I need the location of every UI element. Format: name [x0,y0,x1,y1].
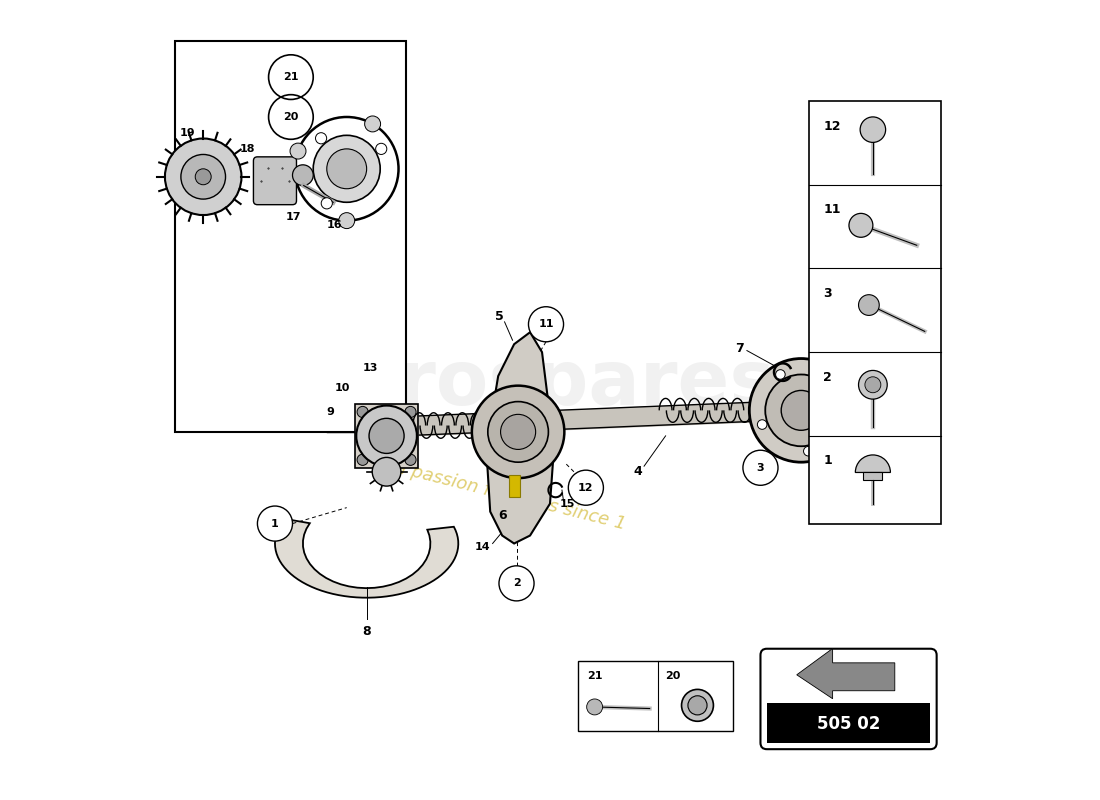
Text: 21: 21 [587,671,603,681]
Text: 20: 20 [283,112,298,122]
Polygon shape [796,649,894,698]
Circle shape [776,370,785,379]
Circle shape [293,165,314,186]
Circle shape [749,358,852,462]
Circle shape [405,406,416,418]
Text: 16: 16 [327,220,342,230]
Text: 7: 7 [736,342,744,354]
Circle shape [803,446,813,456]
Bar [508,475,519,498]
Text: 10: 10 [336,383,351,393]
Circle shape [487,402,549,462]
Text: 11: 11 [538,319,553,330]
Circle shape [339,213,354,229]
Circle shape [358,454,368,466]
Text: 2: 2 [824,370,833,384]
Text: 15: 15 [560,498,575,509]
Text: 12: 12 [579,482,594,493]
Polygon shape [275,519,459,598]
Text: 12: 12 [824,120,840,133]
Text: 17: 17 [286,212,301,222]
Text: 19: 19 [179,128,195,138]
Circle shape [368,418,404,454]
Text: 14: 14 [474,542,490,553]
Circle shape [499,566,535,601]
Circle shape [472,386,564,478]
Circle shape [405,454,416,466]
Circle shape [356,406,417,466]
Circle shape [742,450,778,486]
Text: 2: 2 [513,578,520,588]
Circle shape [849,214,873,238]
Circle shape [688,696,707,715]
Circle shape [858,294,879,315]
Circle shape [290,143,306,159]
Circle shape [180,154,226,199]
Text: 8: 8 [362,625,371,638]
Circle shape [828,379,838,389]
Circle shape [372,458,400,486]
Circle shape [500,414,536,450]
Bar [864,473,882,481]
Text: 1: 1 [271,518,278,529]
Circle shape [314,135,381,202]
Circle shape [758,420,767,430]
Circle shape [257,506,293,541]
Polygon shape [486,332,554,543]
Text: 6: 6 [498,509,506,522]
Circle shape [682,690,714,722]
Circle shape [865,377,881,393]
Circle shape [375,143,387,154]
Circle shape [358,406,368,418]
Text: 3: 3 [757,462,764,473]
Bar [810,101,940,523]
Circle shape [364,116,381,132]
FancyBboxPatch shape [253,157,297,205]
Circle shape [858,370,888,399]
Bar [578,661,734,731]
Polygon shape [354,404,418,468]
Bar [767,703,931,743]
Circle shape [766,374,837,446]
Circle shape [781,390,821,430]
Text: a passion for parts since 1: a passion for parts since 1 [393,458,627,533]
Text: 13: 13 [363,363,378,373]
Text: 3: 3 [824,287,832,300]
Circle shape [528,306,563,342]
Wedge shape [856,455,890,473]
Circle shape [195,169,211,185]
Circle shape [327,149,366,189]
Text: 505 02: 505 02 [817,714,880,733]
Circle shape [586,699,603,715]
Text: 5: 5 [495,310,504,322]
Circle shape [316,133,327,144]
Circle shape [860,117,886,142]
Text: eurospares: eurospares [293,347,776,421]
Circle shape [165,138,242,215]
Text: 1: 1 [824,454,833,467]
Text: 21: 21 [283,72,299,82]
Text: 4: 4 [634,466,642,478]
Circle shape [569,470,604,506]
FancyBboxPatch shape [760,649,937,749]
Text: 9: 9 [327,407,334,417]
Text: 11: 11 [824,203,840,216]
Circle shape [321,198,332,209]
Bar [175,42,407,432]
Text: 20: 20 [666,671,681,681]
Text: 18: 18 [240,144,255,154]
